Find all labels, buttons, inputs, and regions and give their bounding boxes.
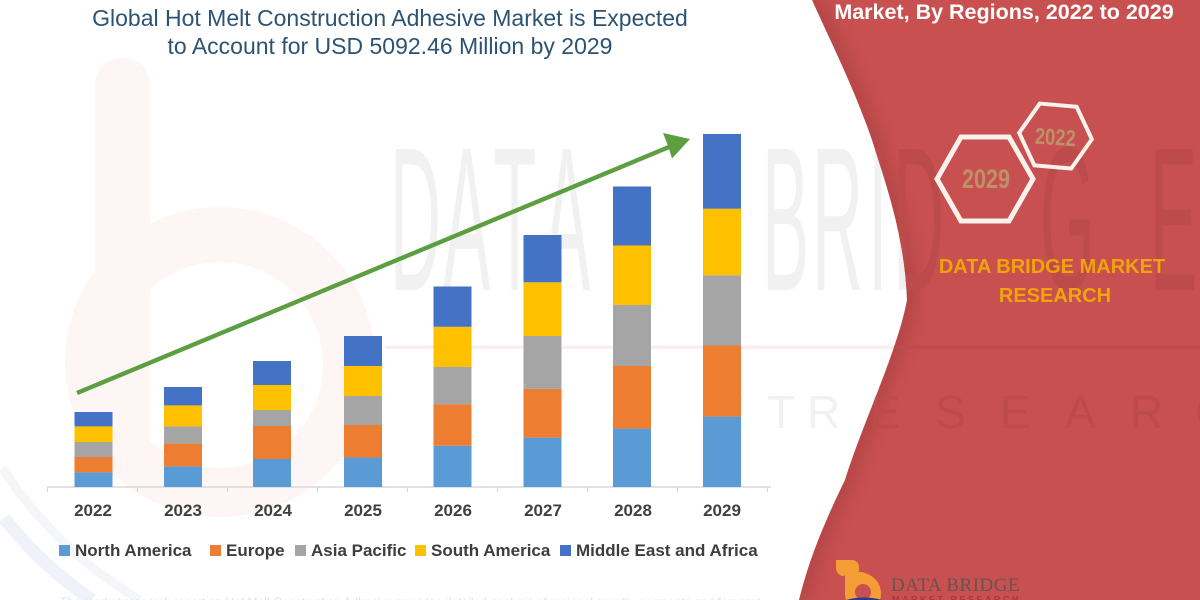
svg-text:2025: 2025 <box>344 501 382 520</box>
svg-text:South America: South America <box>431 541 551 560</box>
svg-text:2028: 2028 <box>614 501 652 520</box>
svg-text:Europe: Europe <box>226 541 285 560</box>
svg-text:MARKET RESEARCH: MARKET RESEARCH <box>892 595 1021 600</box>
svg-text:2022: 2022 <box>74 501 112 520</box>
svg-text:Asia Pacific: Asia Pacific <box>311 541 406 560</box>
svg-text:2024: 2024 <box>254 501 292 520</box>
svg-text:RESEARCH: RESEARCH <box>999 285 1111 307</box>
svg-text:2027: 2027 <box>524 501 562 520</box>
svg-text:Middle East and Africa: Middle East and Africa <box>576 541 758 560</box>
svg-text:2022: 2022 <box>1034 124 1076 152</box>
svg-text:2029: 2029 <box>962 165 1010 195</box>
svg-text:DATA BRIDGE: DATA BRIDGE <box>891 575 1020 596</box>
svg-text:2023: 2023 <box>164 501 202 520</box>
svg-text:The market research report on: The market research report on Hot Melt C… <box>60 595 761 600</box>
svg-text:2029: 2029 <box>703 501 741 520</box>
svg-text:Global Hot Melt Construction A: Global Hot Melt Construction Adhesive Ma… <box>92 5 688 31</box>
svg-text:North America: North America <box>75 541 192 560</box>
svg-text:DATA BRIDGE MARKET: DATA BRIDGE MARKET <box>939 256 1165 278</box>
svg-text:2026: 2026 <box>434 501 472 520</box>
svg-text:Market, By Regions, 2022 to 20: Market, By Regions, 2022 to 2029 <box>834 0 1173 24</box>
svg-text:to Account for USD 5092.46 Mil: to Account for USD 5092.46 Million by 20… <box>168 33 613 59</box>
